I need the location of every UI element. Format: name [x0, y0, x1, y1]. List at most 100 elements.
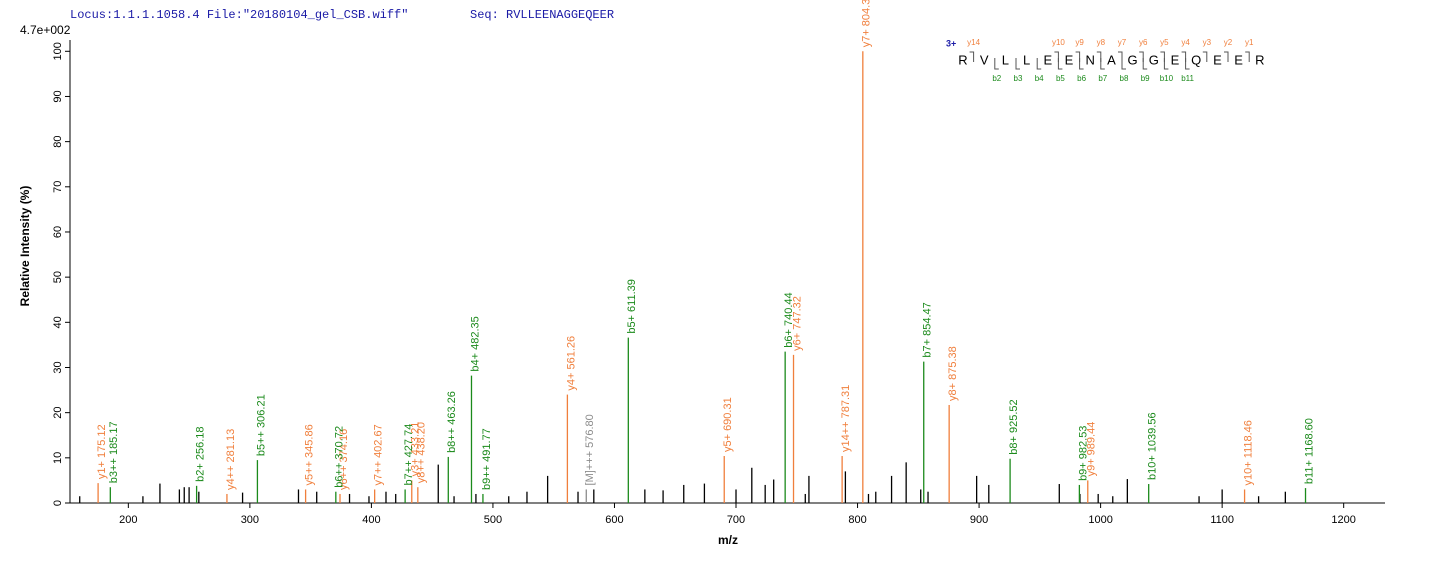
y-cleavage [1054, 51, 1059, 62]
y-cleavage [1075, 51, 1081, 62]
y-tick-label: 0 [52, 500, 64, 506]
residue: G [1149, 52, 1159, 67]
peak-label: b8++ 463.26 [446, 391, 458, 453]
y-ion-label: y8 [1097, 38, 1106, 47]
header-seq: Seq: RVLLEENAGGEQEER [470, 8, 614, 22]
b-ion-label: b7 [1098, 74, 1107, 83]
y-cleavage [1224, 51, 1229, 62]
b-ion-label: b11 [1181, 74, 1194, 83]
y-tick-label: 90 [52, 90, 64, 102]
y-cleavage [1202, 51, 1208, 62]
residue: E [1043, 52, 1052, 67]
x-tick-label: 200 [119, 514, 137, 526]
y-cleavage [1139, 51, 1144, 62]
x-tick-label: 1100 [1210, 514, 1234, 526]
peak-label: b10+ 1039.56 [1147, 412, 1159, 480]
peak-label: b6+ 740.44 [783, 292, 795, 347]
peak-label: y10+ 1118.46 [1242, 420, 1254, 485]
b-ion-label: b10 [1160, 74, 1174, 83]
residue: E [1171, 52, 1180, 67]
peak-label: y14++ 787.31 [840, 385, 852, 452]
y-ion-label: y14 [967, 38, 980, 47]
residue: E [1065, 52, 1074, 67]
scale-label: 4.7e+002 [20, 23, 71, 37]
x-axis-label: m/z [718, 533, 738, 547]
b-cleavage [1036, 58, 1042, 70]
y-tick-label: 20 [52, 407, 64, 419]
peak-label: b11+ 1168.60 [1303, 418, 1315, 484]
peak-label: y5+ 690.31 [722, 397, 734, 452]
peak-label: y8+ 875.38 [947, 346, 959, 401]
b-cleavage [1100, 58, 1105, 70]
peak-label: b6++ 370.72 [334, 426, 346, 488]
y-ion-label: y1 [1245, 38, 1254, 47]
peak-label: b3++ 185.17 [108, 421, 120, 483]
y-cleavage [969, 51, 975, 62]
y-ion-label: y9 [1075, 38, 1084, 47]
residue: E [1234, 52, 1243, 67]
peak-label: y4+ 561.26 [565, 336, 577, 391]
peak-label: y7+ 804.35 [861, 0, 873, 47]
x-tick-label: 500 [484, 514, 502, 526]
header-locus: Locus:1.1.1.1058.4 File:"20180104_gel_CS… [70, 8, 408, 22]
y-cleavage [1160, 51, 1165, 62]
peak-label: y9+ 989.44 [1086, 422, 1098, 477]
residue: G [1128, 52, 1138, 67]
y-cleavage [1118, 51, 1123, 62]
peak-label: b9++ 491.77 [481, 428, 493, 490]
b-ion-label: b2 [992, 74, 1001, 83]
peak-label: y1+ 175.12 [96, 424, 108, 479]
y-ion-label: y10 [1052, 38, 1065, 47]
residue: A [1107, 52, 1116, 67]
b-cleavage [1079, 58, 1084, 70]
peak-label: b7++ 427.74 [403, 424, 415, 486]
peak-label: b5++ 306.21 [255, 394, 267, 456]
y-tick-label: 70 [52, 181, 64, 193]
charge-state: 3+ [946, 38, 956, 48]
peak-label: b7+ 854.47 [922, 302, 934, 357]
x-tick-label: 400 [362, 514, 380, 526]
b-cleavage [1185, 58, 1190, 70]
peak-label: b4+ 482.35 [469, 316, 481, 371]
x-tick-label: 300 [241, 514, 259, 526]
residue: E [1213, 52, 1222, 67]
y-cleavage [1096, 51, 1102, 62]
y-tick-label: 40 [52, 316, 64, 328]
b-cleavage [1142, 58, 1148, 70]
b-cleavage [1163, 58, 1169, 70]
residue: N [1086, 52, 1095, 67]
y-cleavage [1181, 51, 1187, 62]
peak-label: y5++ 345.86 [304, 424, 316, 485]
residue: Q [1191, 52, 1201, 67]
b-cleavage [1015, 58, 1020, 70]
peak-label: b5+ 611.39 [626, 279, 638, 334]
x-tick-label: 1200 [1331, 514, 1355, 526]
peak-label: y4++ 281.13 [225, 429, 237, 490]
y-ion-label: y7 [1118, 38, 1127, 47]
b-ion-label: b3 [1014, 74, 1023, 83]
y-cleavage [1245, 51, 1250, 62]
y-tick-label: 50 [52, 271, 64, 283]
peak-label: y6+ 747.32 [791, 296, 803, 351]
x-tick-label: 700 [727, 514, 745, 526]
peak-label: b9+ 982.53 [1077, 426, 1089, 481]
b-ion-label: b4 [1035, 74, 1044, 83]
residue: L [1002, 52, 1009, 67]
y-ion-label: y3 [1203, 38, 1212, 47]
y-tick-label: 100 [52, 42, 64, 60]
y-axis-label: Relative Intensity (%) [18, 186, 32, 307]
y-ion-label: y2 [1224, 38, 1233, 47]
residue: L [1023, 52, 1030, 67]
y-tick-label: 60 [52, 226, 64, 238]
residue: R [1255, 52, 1264, 67]
b-ion-label: b6 [1077, 74, 1086, 83]
b-ion-label: b9 [1141, 74, 1150, 83]
x-tick-label: 900 [970, 514, 988, 526]
residue: V [980, 52, 989, 67]
y-ion-label: y5 [1160, 38, 1169, 47]
peak-label: y7++ 402.67 [373, 424, 385, 485]
y-tick-label: 10 [52, 452, 64, 464]
peak-label: b8+ 925.52 [1008, 399, 1020, 454]
b-cleavage [1057, 58, 1063, 70]
